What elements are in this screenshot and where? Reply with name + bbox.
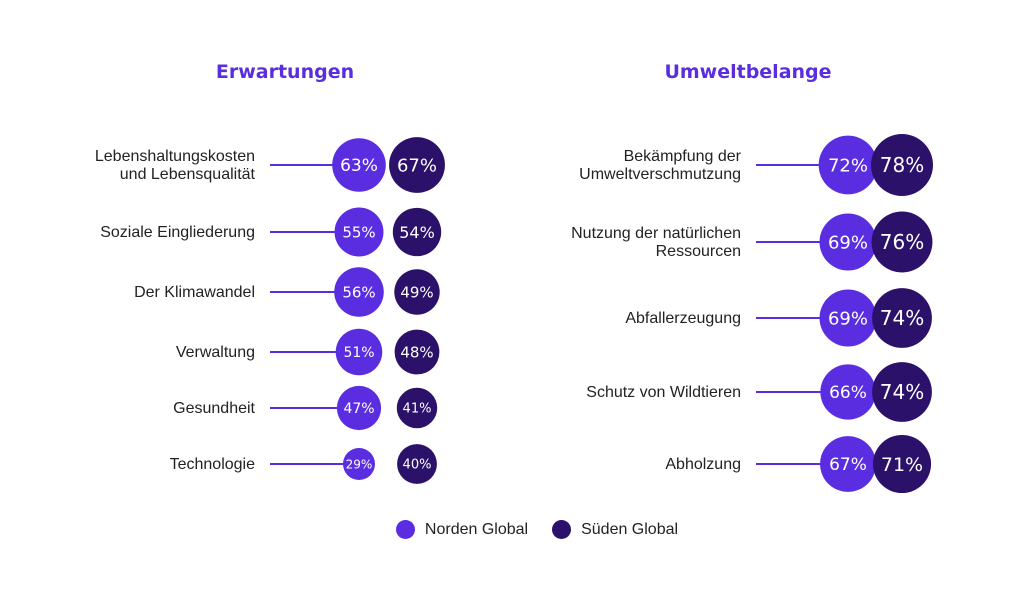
bubble-north bbox=[818, 135, 878, 195]
bubble-north bbox=[335, 328, 383, 376]
bubble-north bbox=[334, 267, 384, 317]
bubble-south bbox=[871, 211, 933, 273]
bubble-south bbox=[872, 288, 932, 348]
bubble-label-north: 67% bbox=[829, 455, 867, 475]
legend-label-south: Süden Global bbox=[581, 520, 679, 538]
bubble-label-south: 76% bbox=[880, 230, 924, 254]
category-label: Soziale Eingliederung bbox=[100, 224, 255, 241]
bubble-label-north: 29% bbox=[346, 457, 373, 471]
category-label: Der Klimawandel bbox=[134, 284, 255, 301]
bubble-north bbox=[820, 364, 876, 420]
category-label: Gesundheit bbox=[173, 400, 255, 417]
bubble-label-south: 74% bbox=[880, 380, 924, 404]
category-label: Lebenshaltungskosten bbox=[95, 148, 255, 165]
bubble-south bbox=[389, 137, 445, 193]
bubble-south bbox=[872, 434, 932, 494]
panel-title-2: Umweltbelange bbox=[664, 61, 831, 83]
category-label: Technologie bbox=[170, 456, 256, 473]
bubble-label-north: 55% bbox=[342, 223, 375, 241]
bubble-label-south: 41% bbox=[403, 402, 432, 417]
bubble-label-north: 51% bbox=[343, 345, 374, 361]
bubble-label-south: 74% bbox=[880, 306, 924, 330]
category-label: und Lebensqualität bbox=[120, 166, 256, 183]
category-label: Verwaltung bbox=[176, 344, 255, 361]
category-label: Ressourcen bbox=[656, 243, 741, 260]
bubble-label-north: 56% bbox=[342, 283, 375, 301]
category-label: Umweltverschmutzung bbox=[579, 166, 741, 183]
bubble-label-north: 47% bbox=[343, 401, 374, 417]
bubble-north bbox=[343, 448, 375, 480]
bubble-south bbox=[394, 329, 440, 375]
bubble-label-north: 72% bbox=[828, 155, 868, 176]
bubble-label-south: 67% bbox=[397, 155, 437, 176]
category-label: Nutzung der natürlichen bbox=[571, 225, 741, 242]
category-label: Abfallerzeugung bbox=[625, 310, 741, 327]
bubble-south bbox=[396, 387, 438, 429]
bubble-south bbox=[871, 134, 933, 196]
bubble-south bbox=[392, 207, 442, 257]
bubble-south bbox=[872, 362, 932, 422]
legend: Norden Global Süden Global bbox=[0, 520, 1024, 539]
panel-title-1: Erwartungen bbox=[216, 61, 354, 83]
bubble-south bbox=[397, 444, 437, 484]
legend-label-north: Norden Global bbox=[424, 520, 529, 538]
bubble-north bbox=[819, 289, 877, 347]
category-label: Schutz von Wildtieren bbox=[586, 384, 741, 401]
bubble-label-north: 69% bbox=[828, 308, 868, 329]
bubble-label-south: 78% bbox=[880, 153, 924, 177]
bubble-label-south: 48% bbox=[400, 343, 433, 361]
category-label: Abholzung bbox=[665, 456, 741, 473]
category-label: Bekämpfung der bbox=[624, 148, 742, 165]
bubble-label-south: 49% bbox=[400, 283, 433, 301]
bubble-north bbox=[820, 436, 876, 492]
bubble-north bbox=[819, 213, 877, 271]
legend-item-north: Norden Global bbox=[395, 520, 529, 539]
bubble-label-north: 63% bbox=[340, 156, 378, 176]
bubble-label-south: 71% bbox=[881, 454, 923, 476]
legend-swatch-north bbox=[395, 520, 415, 539]
bubble-south bbox=[394, 269, 440, 315]
bubble-north bbox=[334, 207, 384, 257]
bubble-label-north: 69% bbox=[828, 232, 868, 253]
bubble-north bbox=[332, 138, 386, 192]
bubble-north bbox=[336, 385, 382, 431]
legend-swatch-south bbox=[552, 520, 572, 539]
bubble-label-south: 40% bbox=[403, 458, 432, 473]
bubble-label-north: 66% bbox=[829, 383, 867, 403]
bubble-label-south: 54% bbox=[399, 223, 435, 242]
legend-item-south: Süden Global bbox=[552, 520, 678, 539]
